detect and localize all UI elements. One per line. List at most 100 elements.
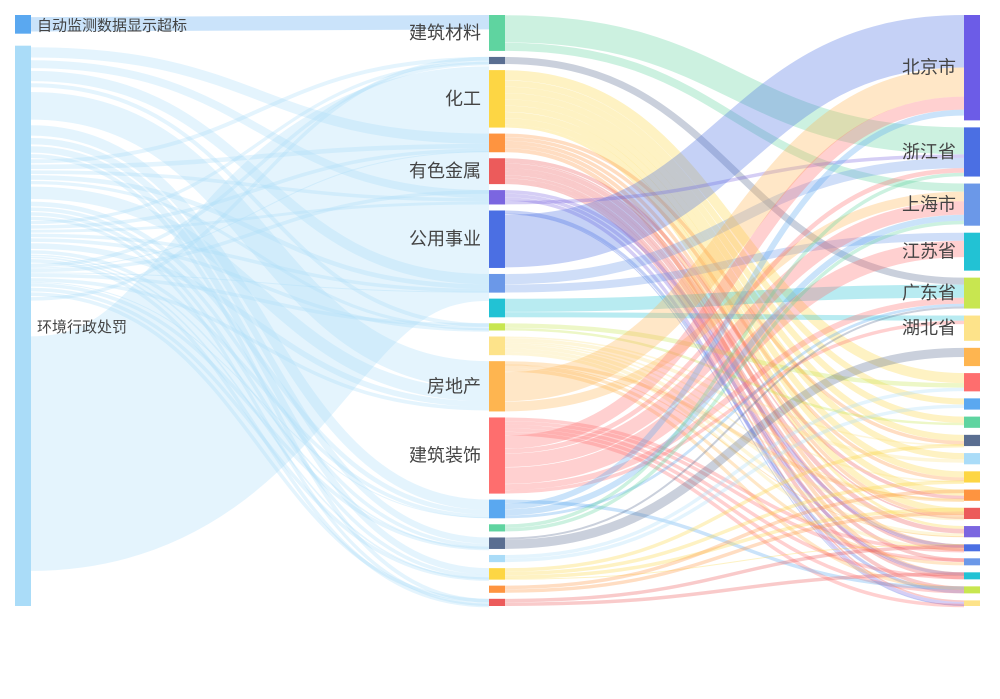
sankey-link xyxy=(30,70,490,285)
sankey-node[interactable] xyxy=(964,232,980,271)
sankey-node[interactable] xyxy=(489,499,505,519)
sankey-node[interactable] xyxy=(489,273,505,293)
sankey-node[interactable] xyxy=(489,210,505,268)
sankey-link xyxy=(504,99,965,460)
sankey-node[interactable] xyxy=(964,558,980,566)
sankey-link xyxy=(504,220,965,532)
sankey-node[interactable] xyxy=(964,434,980,447)
sankey-link xyxy=(504,544,965,580)
sankey-link xyxy=(30,148,490,229)
sankey-node[interactable] xyxy=(964,416,980,428)
sankey-node[interactable] xyxy=(964,453,980,465)
sankey-link xyxy=(30,250,490,519)
sankey-node[interactable] xyxy=(489,554,505,563)
sankey-link xyxy=(30,243,490,407)
sankey-link xyxy=(504,190,965,548)
sankey-node[interactable] xyxy=(489,417,505,494)
sankey-node[interactable] xyxy=(489,133,505,153)
sankey-link xyxy=(30,143,490,170)
sankey-link xyxy=(504,197,965,606)
sankey-link xyxy=(504,172,965,528)
sankey-link xyxy=(504,336,965,447)
sankey-link xyxy=(30,91,490,389)
sankey-node[interactable] xyxy=(964,373,980,392)
sankey-link xyxy=(504,137,965,482)
sankey-link xyxy=(30,201,490,515)
sankey-link xyxy=(30,186,490,402)
sankey-link xyxy=(30,201,490,233)
sankey-link xyxy=(30,170,490,202)
sankey-node[interactable] xyxy=(489,323,505,331)
sankey-node[interactable] xyxy=(964,127,980,177)
sankey-node[interactable] xyxy=(489,537,505,549)
sankey-link xyxy=(504,96,965,449)
sankey-link xyxy=(504,175,965,580)
sankey-node[interactable] xyxy=(489,336,505,356)
sankey-link xyxy=(504,511,965,593)
sankey-node[interactable] xyxy=(489,56,505,65)
sankey-node[interactable] xyxy=(489,585,505,593)
sankey-link xyxy=(504,109,965,510)
sankey-link xyxy=(504,124,965,529)
sankey-link xyxy=(504,297,965,491)
sankey-link xyxy=(504,240,965,484)
sankey-link xyxy=(30,151,490,269)
sankey-link xyxy=(504,163,965,534)
sankey-node[interactable] xyxy=(964,347,980,367)
sankey-node[interactable] xyxy=(489,70,505,128)
sankey-node[interactable] xyxy=(489,298,505,318)
sankey-node[interactable] xyxy=(964,489,980,501)
sankey-link xyxy=(504,364,965,538)
sankey-node[interactable] xyxy=(489,568,505,580)
sankey-node[interactable] xyxy=(964,183,980,226)
sankey-node[interactable] xyxy=(964,315,980,341)
sankey-link xyxy=(504,348,965,538)
sankey-node[interactable] xyxy=(964,398,980,410)
sankey-node[interactable] xyxy=(15,45,31,606)
sankey-node[interactable] xyxy=(964,526,980,538)
sankey-node[interactable] xyxy=(489,15,505,51)
sankey-link xyxy=(504,347,965,549)
sankey-node[interactable] xyxy=(489,361,505,412)
sankey-node[interactable] xyxy=(15,15,31,34)
sankey-node[interactable] xyxy=(489,524,505,532)
sankey-node[interactable] xyxy=(964,544,980,552)
sankey-link xyxy=(504,499,965,590)
sankey-link xyxy=(504,168,965,454)
node-label: 化工 xyxy=(445,89,481,110)
node-label: 建筑装饰 xyxy=(409,446,481,467)
sankey-link xyxy=(30,207,490,548)
sankey-link xyxy=(30,83,490,328)
sankey-link xyxy=(30,180,490,331)
sankey-link xyxy=(30,146,490,575)
sankey-link xyxy=(504,544,965,603)
sankey-link xyxy=(504,428,965,594)
sankey-link xyxy=(30,190,490,273)
sankey-link xyxy=(504,140,965,518)
sankey-link xyxy=(504,161,965,520)
sankey-node[interactable] xyxy=(964,600,980,606)
sankey-node[interactable] xyxy=(964,507,980,520)
sankey-link xyxy=(30,138,490,544)
sankey-node[interactable] xyxy=(489,598,505,606)
sankey-link xyxy=(30,14,490,32)
sankey-node[interactable] xyxy=(964,586,980,594)
sankey-node[interactable] xyxy=(489,190,505,205)
sankey-link xyxy=(504,489,965,590)
sankey-link xyxy=(504,168,965,552)
sankey-link xyxy=(504,232,965,293)
node-label: 上海市 xyxy=(902,195,956,216)
sankey-link xyxy=(504,112,965,496)
sankey-node[interactable] xyxy=(489,158,505,185)
node-label: 北京市 xyxy=(902,58,956,79)
sankey-link xyxy=(504,148,965,577)
sankey-node[interactable] xyxy=(964,15,980,121)
sankey-link xyxy=(504,344,965,521)
sankey-link xyxy=(504,158,965,500)
sankey-link xyxy=(30,258,490,608)
node-label: 房地产 xyxy=(427,376,481,397)
sankey-node[interactable] xyxy=(964,471,980,483)
sankey-node[interactable] xyxy=(964,277,980,309)
sankey-node[interactable] xyxy=(964,572,980,580)
